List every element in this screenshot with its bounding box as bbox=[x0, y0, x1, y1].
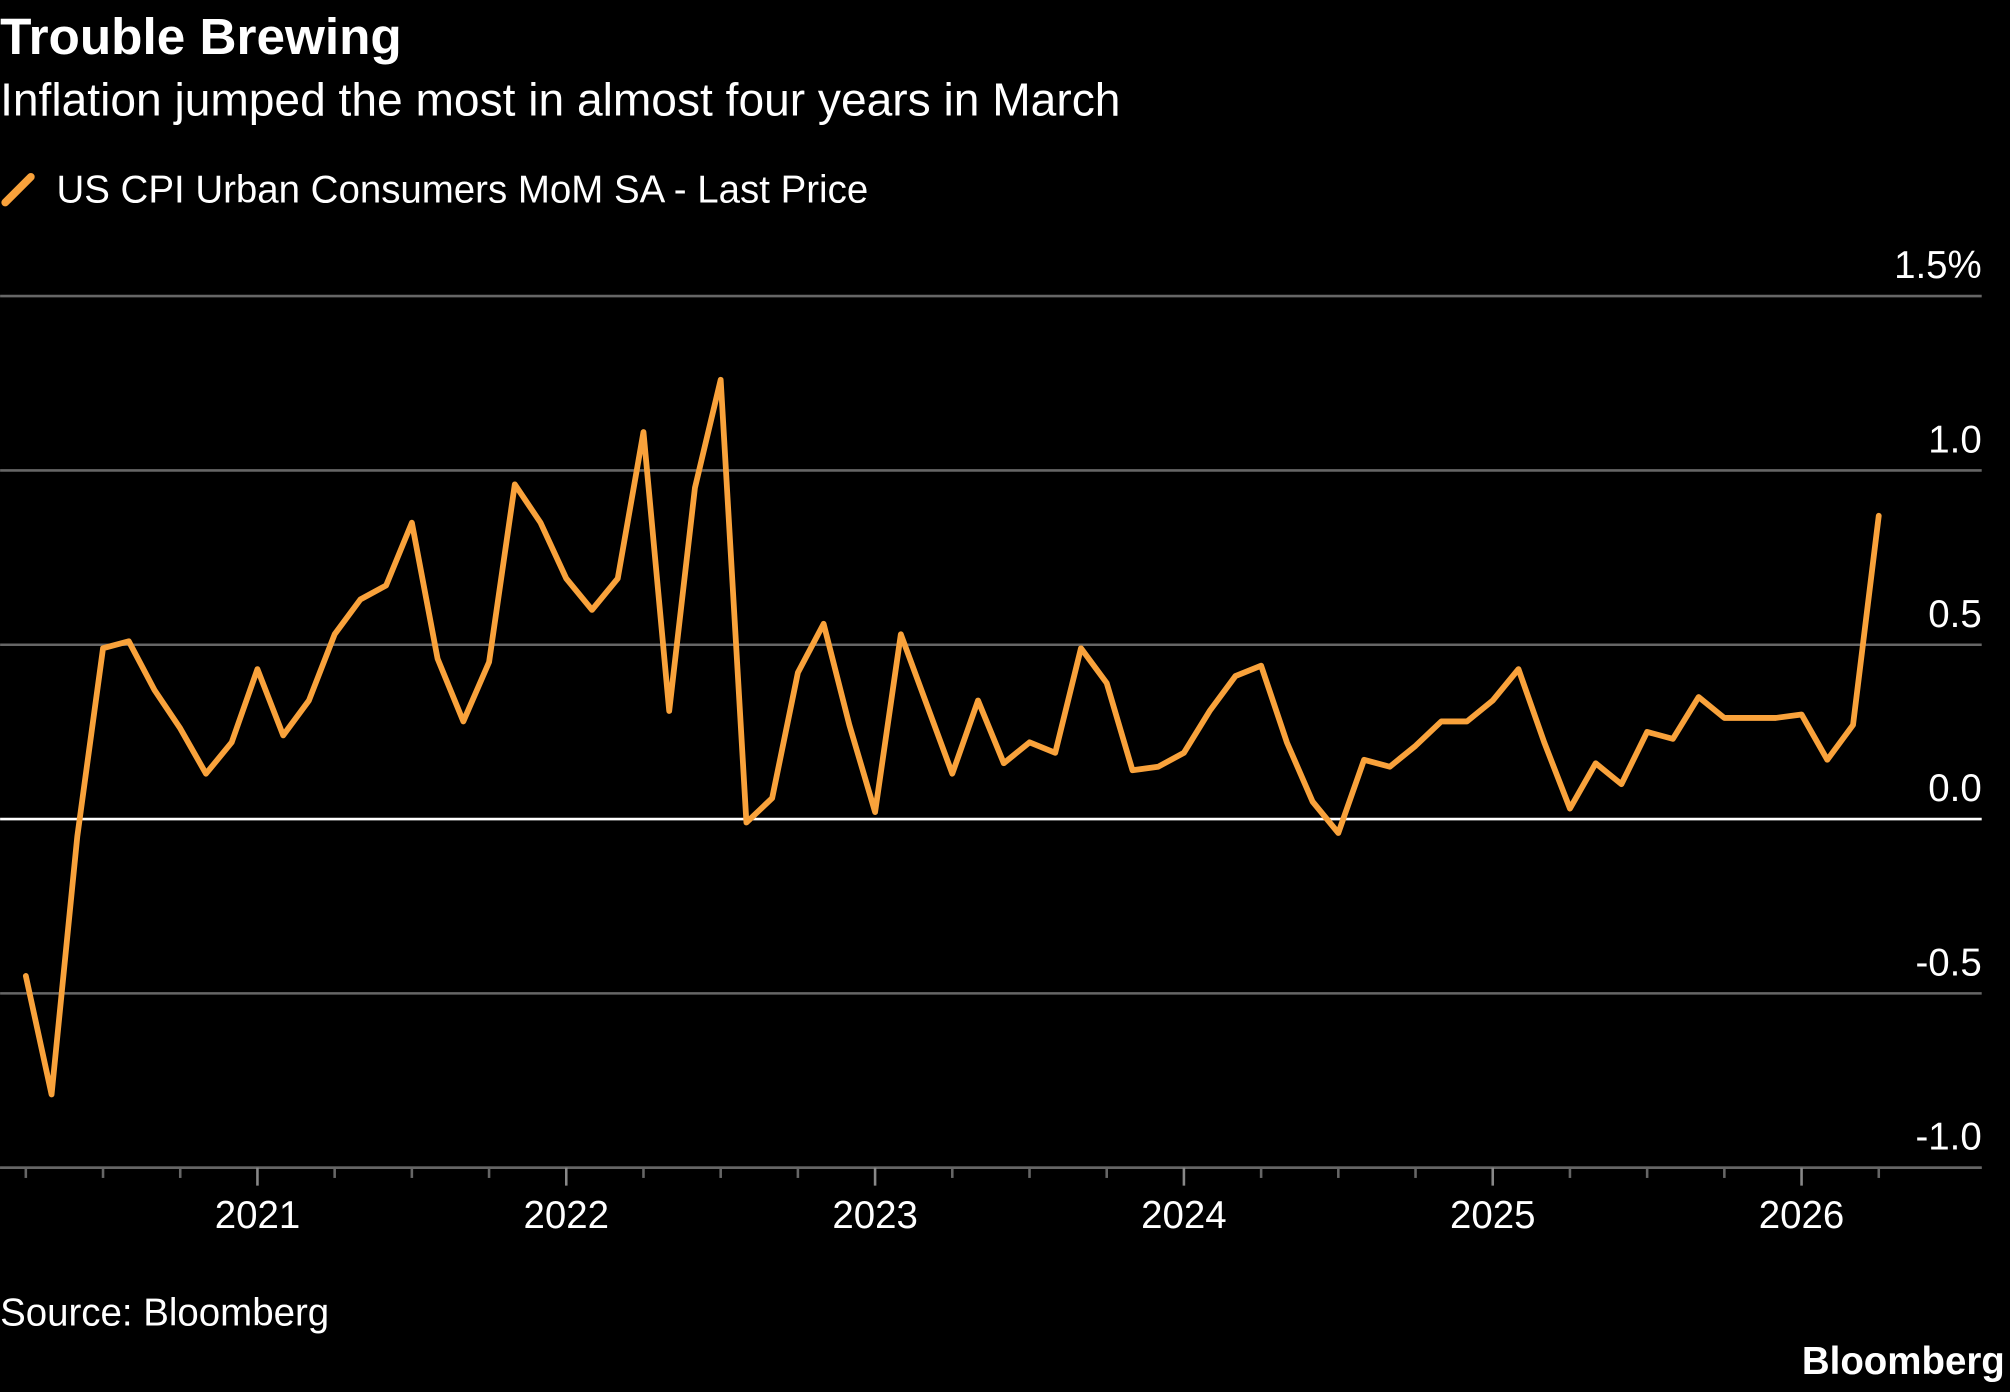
source: Source: Bloomberg bbox=[0, 1291, 329, 1334]
x-tick-label: 2026 bbox=[1759, 1194, 1845, 1237]
legend-label: US CPI Urban Consumers MoM SA - Last Pri… bbox=[56, 169, 868, 212]
x-tick-label: 2025 bbox=[1450, 1194, 1536, 1237]
data-line bbox=[22, 376, 1882, 1098]
legend-icon bbox=[1, 173, 35, 207]
y-tick-label: 0.5 bbox=[1928, 593, 1981, 636]
x-tick-label: 2024 bbox=[1141, 1194, 1227, 1237]
x-tick-label: 2021 bbox=[215, 1194, 301, 1237]
brand: Bloomberg bbox=[1802, 1340, 2005, 1383]
y-tick-label: 1.0 bbox=[1928, 418, 1981, 461]
x-tick-label: 2023 bbox=[832, 1194, 918, 1237]
y-tick-label: -0.5 bbox=[1915, 941, 1981, 984]
chart-title: Trouble Brewing bbox=[0, 8, 402, 65]
chart-subtitle: Inflation jumped the most in almost four… bbox=[0, 73, 1120, 125]
y-tick-label: 0.0 bbox=[1928, 767, 1981, 810]
y-tick-label: -1.0 bbox=[1915, 1116, 1981, 1159]
x-tick-label: 2022 bbox=[524, 1194, 610, 1237]
y-tick-label: 1.5% bbox=[1894, 244, 1982, 287]
